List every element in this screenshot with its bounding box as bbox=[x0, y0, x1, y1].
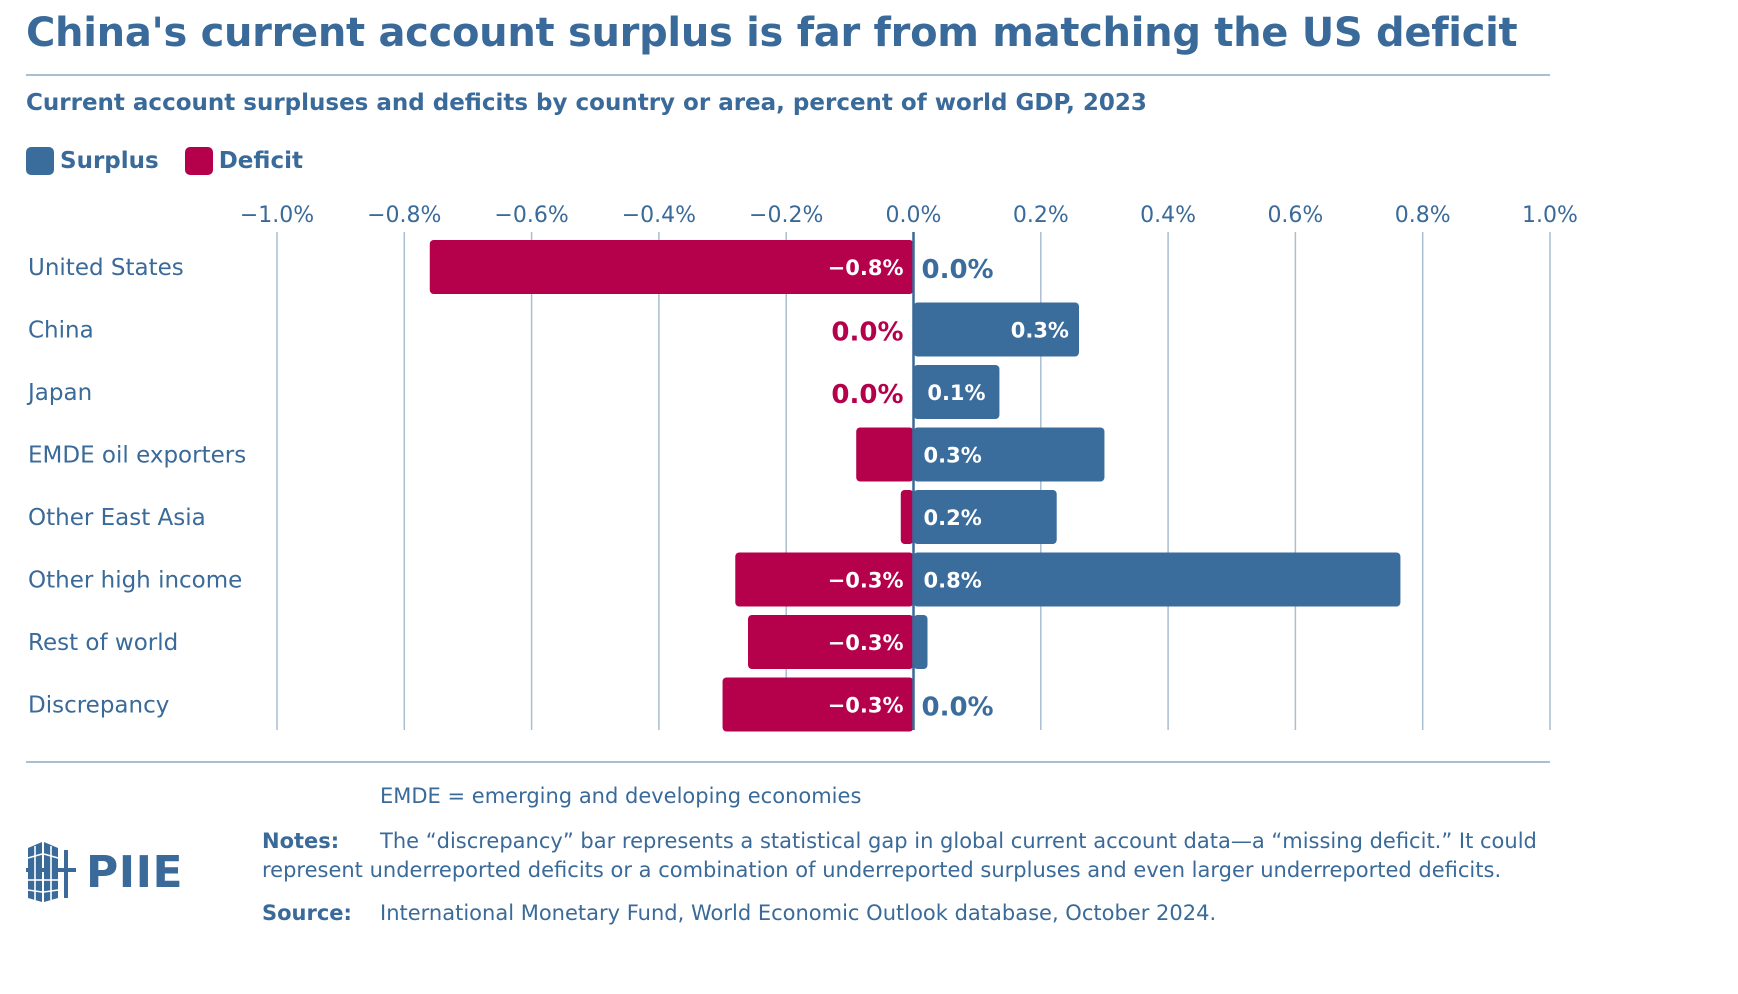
surplus-bar-china bbox=[913, 302, 1079, 357]
surplus-data-label-other-high-income: 0.8% bbox=[924, 569, 982, 593]
title-divider bbox=[26, 74, 1550, 76]
surplus-bar-other-high-income bbox=[913, 552, 1401, 607]
x-tick-label: −1.0% bbox=[240, 203, 314, 228]
surplus-bar-japan bbox=[913, 365, 1000, 419]
x-tick-label: −0.8% bbox=[367, 203, 441, 228]
deficit-data-label-united-states: −0.8% bbox=[828, 256, 904, 280]
bar-chart: −1.0% −0.8% −0.6% −0.4% −0.2% 0.0% 0.2% 0.4% 0.6… bbox=[26, 203, 1578, 732]
deficit-bar-united-states bbox=[429, 240, 914, 294]
x-tick-label: −0.6% bbox=[494, 203, 568, 228]
category-label-united-states: United States bbox=[28, 255, 184, 281]
category-label-other-high-income: Other high income bbox=[28, 568, 242, 594]
x-tick-label: −0.2% bbox=[749, 203, 823, 228]
chart-title: China's current account surplus is far f… bbox=[26, 10, 1518, 56]
legend-label-deficit: Deficit bbox=[218, 148, 303, 174]
surplus-data-label-united-states: 0.0% bbox=[922, 255, 994, 285]
legend-swatch-surplus bbox=[26, 147, 54, 175]
source-label: Source: bbox=[262, 901, 352, 925]
piie-logo: PIIE bbox=[26, 840, 183, 904]
legend-item-surplus: Surplus bbox=[26, 147, 159, 175]
surplus-data-label-discrepancy: 0.0% bbox=[922, 693, 994, 723]
legend-swatch-deficit bbox=[184, 147, 213, 175]
surplus-bar-other-east-asia bbox=[913, 490, 1057, 544]
category-label-discrepancy: Discrepancy bbox=[28, 693, 169, 719]
surplus-bar-emde-oil-exporters bbox=[913, 427, 1105, 482]
x-tick-label: 0.0% bbox=[886, 203, 942, 228]
x-tick-label: −0.4% bbox=[622, 203, 696, 228]
x-tick-label: 0.4% bbox=[1140, 203, 1196, 228]
legend-item-deficit: Deficit bbox=[184, 147, 303, 175]
category-label-china: China bbox=[28, 318, 94, 344]
footer-divider bbox=[26, 761, 1550, 763]
category-label-japan: Japan bbox=[26, 380, 92, 406]
deficit-data-label-rest-of-world: −0.3% bbox=[828, 631, 904, 655]
notes-text: The “discrepancy” bar represents a stati… bbox=[262, 829, 1537, 882]
deficit-bar-rest-of-world bbox=[748, 615, 914, 669]
chart-subtitle: Current account surpluses and deficits b… bbox=[26, 90, 1147, 116]
deficit-data-label-other-high-income: −0.3% bbox=[828, 569, 904, 593]
deficit-bar-emde-oil-exporters bbox=[856, 427, 914, 482]
x-tick-label: 0.8% bbox=[1395, 203, 1451, 228]
surplus-data-label-other-east-asia: 0.2% bbox=[924, 506, 982, 530]
category-label-emde-oil-exporters: EMDE oil exporters bbox=[28, 443, 246, 469]
deficit-data-label-japan: 0.0% bbox=[831, 380, 903, 410]
surplus-bar-rest-of-world bbox=[913, 615, 928, 669]
deficit-bar-discrepancy bbox=[722, 677, 914, 732]
piie-logo-text: PIIE bbox=[86, 846, 184, 898]
notes-block: EMDE = emerging and developing economies… bbox=[262, 782, 1552, 928]
abbreviation-note: EMDE = emerging and developing economies bbox=[380, 784, 862, 808]
surplus-data-label-china: 0.3% bbox=[1011, 319, 1069, 343]
legend-label-surplus: Surplus bbox=[60, 148, 159, 174]
category-label-rest-of-world: Rest of world bbox=[28, 630, 178, 656]
surplus-data-label-japan: 0.1% bbox=[927, 381, 985, 405]
surplus-data-label-emde-oil-exporters: 0.3% bbox=[924, 444, 982, 468]
x-tick-label: 0.2% bbox=[1013, 203, 1069, 228]
notes-label: Notes: bbox=[262, 829, 340, 853]
deficit-data-label-discrepancy: −0.3% bbox=[828, 694, 904, 718]
source-text: International Monetary Fund, World Econo… bbox=[380, 901, 1217, 925]
x-tick-label: 1.0% bbox=[1522, 203, 1578, 228]
deficit-bar-other-east-asia bbox=[900, 490, 914, 544]
deficit-data-label-china: 0.0% bbox=[831, 318, 903, 348]
deficit-bar-other-high-income bbox=[735, 552, 914, 607]
piie-building-icon bbox=[26, 842, 76, 902]
category-label-other-east-asia: Other East Asia bbox=[28, 505, 206, 531]
legend: Surplus Deficit bbox=[26, 147, 329, 175]
x-tick-label: 0.6% bbox=[1267, 203, 1323, 228]
